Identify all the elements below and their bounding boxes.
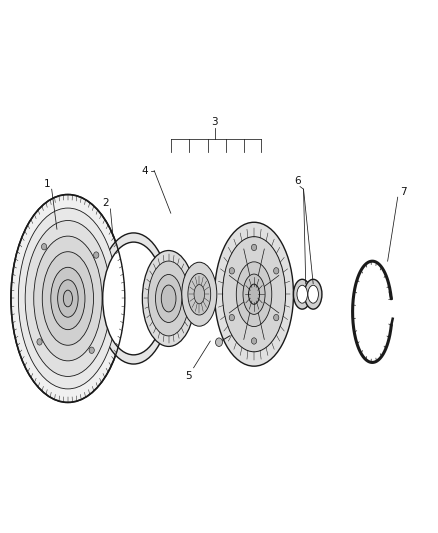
Text: 5: 5 xyxy=(185,371,192,381)
Ellipse shape xyxy=(155,274,182,322)
Ellipse shape xyxy=(148,261,189,336)
Text: 6: 6 xyxy=(294,176,301,186)
Ellipse shape xyxy=(293,279,311,309)
Circle shape xyxy=(274,268,279,274)
Ellipse shape xyxy=(215,222,293,366)
Ellipse shape xyxy=(308,285,318,303)
Ellipse shape xyxy=(304,279,322,309)
Circle shape xyxy=(89,347,94,353)
Ellipse shape xyxy=(194,285,205,304)
Ellipse shape xyxy=(248,284,260,304)
Ellipse shape xyxy=(188,273,211,315)
Ellipse shape xyxy=(25,221,111,376)
Ellipse shape xyxy=(11,195,125,402)
Ellipse shape xyxy=(223,237,286,352)
Ellipse shape xyxy=(182,262,217,326)
Text: 1: 1 xyxy=(44,179,51,189)
Circle shape xyxy=(215,338,223,346)
Ellipse shape xyxy=(42,252,94,345)
Ellipse shape xyxy=(243,274,265,314)
Circle shape xyxy=(274,314,279,321)
Circle shape xyxy=(229,268,234,274)
Circle shape xyxy=(37,338,42,345)
Circle shape xyxy=(251,338,257,344)
Ellipse shape xyxy=(51,267,85,329)
Text: 2: 2 xyxy=(102,198,109,207)
Ellipse shape xyxy=(98,233,170,364)
Ellipse shape xyxy=(102,242,165,355)
Ellipse shape xyxy=(18,208,117,389)
Ellipse shape xyxy=(142,251,195,346)
Ellipse shape xyxy=(58,280,78,317)
Circle shape xyxy=(94,252,99,259)
Text: 3: 3 xyxy=(211,117,218,126)
Ellipse shape xyxy=(236,262,272,327)
Text: 4: 4 xyxy=(141,166,148,175)
Ellipse shape xyxy=(297,285,307,303)
Ellipse shape xyxy=(34,236,102,361)
Circle shape xyxy=(229,314,234,321)
Ellipse shape xyxy=(64,290,72,307)
Circle shape xyxy=(42,244,47,250)
Circle shape xyxy=(251,244,257,251)
Text: 7: 7 xyxy=(399,187,406,197)
Ellipse shape xyxy=(161,285,176,312)
